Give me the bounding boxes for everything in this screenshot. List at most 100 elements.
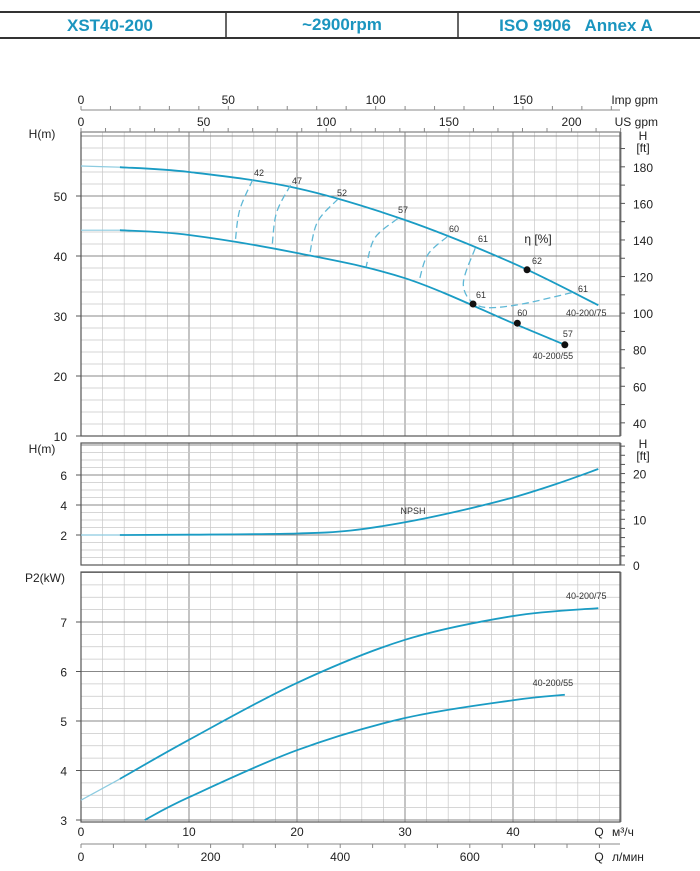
x-axis-unit: м³/ч bbox=[612, 825, 634, 839]
x2-tick-label: 600 bbox=[460, 850, 480, 864]
curve-40-200-55 bbox=[119, 229, 566, 346]
y2-axis-label: H bbox=[639, 129, 648, 143]
y2-tick-label: 80 bbox=[633, 344, 647, 358]
y-tick-label: 7 bbox=[60, 616, 67, 630]
x-tick-label: 30 bbox=[398, 825, 412, 839]
chart-layer: H(m)1020304050H[ft]406080100120140160180… bbox=[25, 93, 658, 864]
y2-tick-label: 60 bbox=[633, 380, 647, 394]
axis-tick-label: 150 bbox=[513, 93, 533, 107]
efficiency-point-label: 57 bbox=[563, 329, 573, 339]
efficiency-axis-label: η [%] bbox=[524, 232, 551, 246]
series-label: 40-200/55 bbox=[533, 678, 574, 688]
series-label: 40-200/55 bbox=[533, 351, 574, 361]
axis-tick-label: 50 bbox=[222, 93, 236, 107]
y2-tick-label: 120 bbox=[633, 271, 653, 285]
y2-tick-label: 40 bbox=[633, 417, 647, 431]
efficiency-label: 47 bbox=[292, 176, 302, 186]
y-tick-label: 4 bbox=[60, 499, 67, 513]
x2-tick-label: 200 bbox=[201, 850, 221, 864]
axis-tick-label: 100 bbox=[316, 115, 336, 129]
y2-tick-label: 10 bbox=[633, 513, 647, 527]
efficiency-label: 42 bbox=[254, 168, 264, 178]
efficiency-curve bbox=[418, 236, 448, 282]
panel-head bbox=[76, 131, 625, 437]
axis-tick-label: 150 bbox=[439, 115, 459, 129]
efficiency-label: 57 bbox=[398, 205, 408, 215]
x-tick-label: 10 bbox=[182, 825, 196, 839]
y2-tick-label: 140 bbox=[633, 234, 653, 248]
curve-40-200-75 bbox=[119, 607, 599, 780]
efficiency-label: 60 bbox=[449, 224, 459, 234]
x2-tick-label: 0 bbox=[78, 850, 85, 864]
standard-title: ISO 9906 Annex A bbox=[499, 16, 653, 35]
model-title: XST40-200 bbox=[67, 16, 153, 35]
y-tick-label: 40 bbox=[54, 250, 68, 264]
header-band: XST40-200 ~2900rpm ISO 9906 Annex A bbox=[0, 11, 700, 39]
axis-tick-label: 100 bbox=[366, 93, 386, 107]
imp_gpm-axis bbox=[80, 106, 620, 111]
y-tick-label: 20 bbox=[54, 370, 68, 384]
x2-axis-label: Q bbox=[594, 850, 603, 864]
panel-power bbox=[76, 571, 622, 823]
panel-npsh bbox=[76, 442, 625, 566]
efficiency-label: 61 bbox=[478, 234, 488, 244]
axis-tick-label: 0 bbox=[78, 115, 85, 129]
y2-axis-label: H bbox=[639, 437, 648, 451]
y2-tick-label: 100 bbox=[633, 307, 653, 321]
y-tick-label: 2 bbox=[60, 529, 67, 543]
axis-unit-label: Imp gpm bbox=[611, 93, 658, 107]
y-tick-label: 4 bbox=[60, 765, 67, 779]
curve-40-200-75 bbox=[119, 166, 599, 307]
y-axis-label: H(m) bbox=[29, 127, 56, 141]
panel-frame bbox=[80, 131, 621, 437]
curve-extension bbox=[80, 778, 121, 801]
efficiency-curve bbox=[309, 198, 339, 254]
axis-tick-label: 0 bbox=[78, 93, 85, 107]
efficiency-point-label: 61 bbox=[476, 290, 486, 300]
y-tick-label: 30 bbox=[54, 310, 68, 324]
efficiency-label: 52 bbox=[337, 188, 347, 198]
efficiency-curve bbox=[271, 184, 292, 246]
curve-extension bbox=[80, 165, 120, 168]
series-label: 40-200/75 bbox=[566, 591, 607, 601]
axis-tick-label: 50 bbox=[197, 115, 211, 129]
y2-tick-label: 180 bbox=[633, 161, 653, 175]
efficiency-point bbox=[561, 341, 569, 349]
y-tick-label: 10 bbox=[54, 430, 68, 444]
efficiency-point-label: 60 bbox=[517, 308, 527, 318]
x2-tick-label: 400 bbox=[330, 850, 350, 864]
y-tick-label: 6 bbox=[60, 469, 67, 483]
y2-axis-unit: [ft] bbox=[636, 449, 649, 463]
y-tick-label: 3 bbox=[60, 814, 67, 828]
y2-tick-label: 0 bbox=[633, 559, 640, 573]
axis-tick-label: 200 bbox=[562, 115, 582, 129]
x-tick-label: 20 bbox=[290, 825, 304, 839]
x-tick-label: 0 bbox=[78, 825, 85, 839]
efficiency-curve bbox=[234, 179, 254, 240]
y-axis-label: H(m) bbox=[29, 442, 56, 456]
panel-frame bbox=[80, 571, 621, 823]
us_gpm-axis bbox=[80, 128, 622, 133]
y2-tick-label: 20 bbox=[633, 468, 647, 482]
x-tick-label: 40 bbox=[506, 825, 520, 839]
efficiency-curve bbox=[365, 218, 398, 267]
speed-title: ~2900rpm bbox=[302, 15, 382, 34]
x2-axis-unit: л/мин bbox=[612, 850, 644, 864]
efficiency-point bbox=[523, 266, 531, 274]
efficiency-point bbox=[469, 300, 477, 308]
curve-40-200-55 bbox=[144, 693, 565, 821]
y-tick-label: 6 bbox=[60, 666, 67, 680]
efficiency-point-label: 62 bbox=[532, 256, 542, 266]
efficiency-point bbox=[513, 319, 521, 327]
efficiency-curve bbox=[462, 247, 575, 309]
series-label: NPSH bbox=[400, 506, 425, 516]
y-tick-label: 5 bbox=[60, 715, 67, 729]
x-axis-label: Q bbox=[594, 825, 603, 839]
panel-frame bbox=[80, 442, 621, 566]
y-axis-label: P2(kW) bbox=[25, 571, 65, 585]
y2-axis-unit: [ft] bbox=[636, 141, 649, 155]
y2-tick-label: 160 bbox=[633, 197, 653, 211]
y-tick-label: 50 bbox=[54, 190, 68, 204]
axis-unit-label: US gpm bbox=[615, 115, 658, 129]
